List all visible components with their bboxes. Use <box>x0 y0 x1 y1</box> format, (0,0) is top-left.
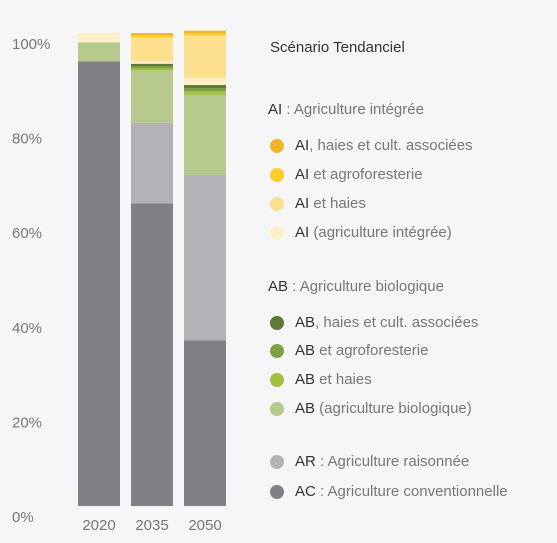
x-tick-label: 2035 <box>135 517 168 534</box>
bar-segment <box>78 42 120 62</box>
legend-title: Scénario Tendanciel <box>270 39 405 56</box>
bar-segment <box>184 94 226 175</box>
bar-segment <box>131 203 173 506</box>
bar-segment <box>184 88 226 92</box>
bar-segment <box>184 85 226 89</box>
bar-segment <box>184 77 226 86</box>
bar-segment <box>184 340 226 506</box>
bar-segment <box>131 68 173 71</box>
bar-segment <box>131 37 173 62</box>
legend-label: AI, haies et cult. associées <box>295 137 473 154</box>
legend-swatch <box>270 139 284 153</box>
legend-label: AC : Agriculture conventionnelle <box>295 483 508 500</box>
y-tick-label: 60% <box>12 225 42 242</box>
legend-swatch <box>270 344 284 358</box>
legend-label: AI et haies <box>295 195 366 212</box>
legend-swatch <box>270 226 284 240</box>
bar-segment <box>184 35 226 78</box>
y-tick-label: 100% <box>12 36 50 53</box>
legend-swatch <box>270 485 284 499</box>
bar-segment <box>131 63 173 67</box>
y-tick-label: 0% <box>12 509 34 526</box>
bar-segment <box>78 61 120 506</box>
legend-swatch <box>270 168 284 182</box>
bar-segment <box>131 70 173 123</box>
y-tick-label: 20% <box>12 414 42 431</box>
legend-label: AB, haies et cult. associées <box>295 314 478 331</box>
legend-swatch <box>270 197 284 211</box>
bar-segment <box>131 33 173 36</box>
legend-swatch <box>270 316 284 330</box>
y-tick-label: 80% <box>12 131 42 148</box>
bar-segment <box>131 35 173 38</box>
legend-label: AB et haies <box>295 371 372 388</box>
bar-segment <box>184 30 226 33</box>
x-tick-label: 2020 <box>82 517 115 534</box>
bar-segment <box>184 91 226 95</box>
legend-swatch <box>270 455 284 469</box>
legend-group-title: AB : Agriculture biologique <box>268 278 444 295</box>
legend-label: AB et agroforesterie <box>295 342 428 359</box>
bar-segment <box>131 122 173 204</box>
x-tick-label: 2050 <box>188 517 221 534</box>
legend-label: AB (agriculture biologique) <box>295 400 472 417</box>
legend-group-title: AI : Agriculture intégrée <box>268 101 424 118</box>
legend-label: AI (agriculture intégrée) <box>295 224 452 241</box>
bar-segment <box>131 61 173 64</box>
bar-segment <box>131 66 173 69</box>
legend-swatch <box>270 402 284 416</box>
legend-swatch <box>270 373 284 387</box>
y-tick-label: 40% <box>12 320 42 337</box>
legend-label: AR : Agriculture raisonnée <box>295 453 469 470</box>
bar-segment <box>184 33 226 36</box>
bar-segment <box>184 174 226 341</box>
bar-segment <box>78 33 120 43</box>
legend-label: AI et agroforesterie <box>295 166 423 183</box>
